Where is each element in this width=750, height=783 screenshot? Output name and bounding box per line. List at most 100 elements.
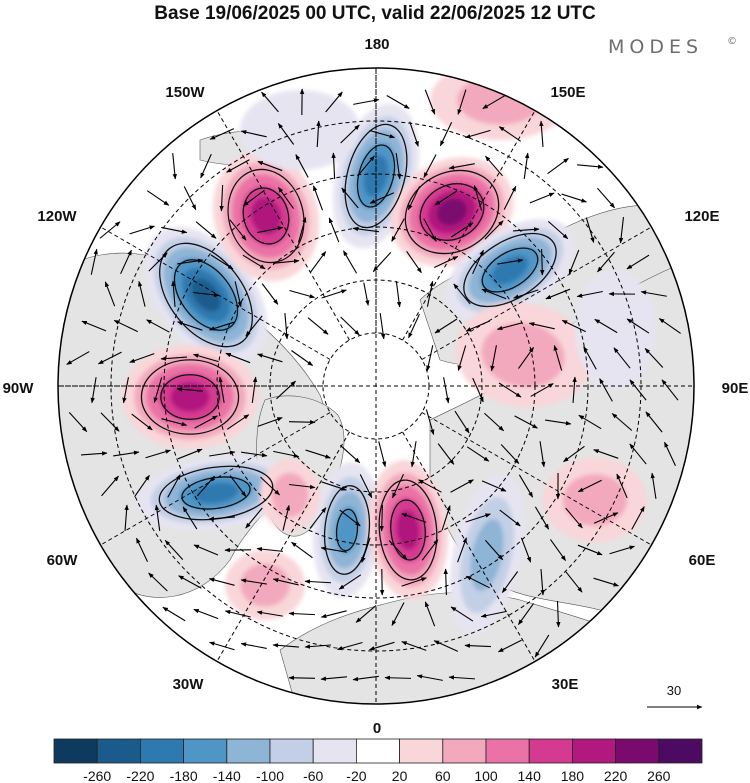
wind-vector xyxy=(401,577,427,587)
wind-vector xyxy=(482,94,506,110)
wind-vector xyxy=(339,509,361,527)
wind-vector xyxy=(162,606,186,622)
colorbar-box xyxy=(139,738,184,764)
wind-vector xyxy=(448,163,475,170)
wind-vector xyxy=(355,605,377,623)
wind-vector xyxy=(192,353,219,363)
anomaly-contour xyxy=(404,169,500,255)
meridian-line xyxy=(421,412,652,546)
colorbar-box xyxy=(658,738,703,764)
wind-vector xyxy=(304,579,332,584)
wind-vector xyxy=(226,414,250,430)
positive-anomaly xyxy=(240,563,290,607)
wind-vector xyxy=(391,218,405,242)
wind-vector xyxy=(434,318,458,334)
wind-vector xyxy=(433,640,459,652)
wind-vector xyxy=(401,513,427,523)
wind-vector xyxy=(465,320,491,332)
wind-vector xyxy=(316,120,321,148)
wind-vector xyxy=(545,419,572,426)
wind-vector xyxy=(320,610,347,619)
wind-vector xyxy=(234,281,242,308)
lon-label-0: 0 xyxy=(373,720,381,737)
wind-vector xyxy=(164,539,184,560)
wind-vector xyxy=(99,221,121,239)
wind-vector xyxy=(218,376,225,403)
wind-vector xyxy=(629,443,647,465)
colorbar-label: 220 xyxy=(604,768,628,783)
anomaly-contour xyxy=(242,187,290,245)
colorbar-box xyxy=(442,738,487,764)
wind-vector xyxy=(361,537,371,563)
wind-vector xyxy=(284,313,289,340)
wind-vector xyxy=(288,420,316,425)
wind-vector xyxy=(437,443,455,465)
wind-vector xyxy=(513,289,539,299)
wind-vector xyxy=(466,446,490,462)
wind-vector xyxy=(210,254,234,270)
wind-vector xyxy=(500,444,520,464)
wind-vector xyxy=(288,675,316,681)
meridian-line xyxy=(421,226,652,360)
wind-vector xyxy=(391,602,405,627)
wind-vector xyxy=(226,159,250,173)
wind-vector xyxy=(276,380,296,400)
anomaly-contour xyxy=(390,499,426,561)
wind-vector xyxy=(193,544,219,556)
wind-vector xyxy=(134,474,150,497)
wind-vector xyxy=(289,289,316,299)
wind-vector xyxy=(577,544,603,556)
wind-vector xyxy=(359,474,373,499)
wind-vector xyxy=(530,383,554,397)
wind-vector xyxy=(257,353,283,363)
wind-vector xyxy=(464,643,492,648)
wind-vector xyxy=(352,675,379,682)
colorbar-box xyxy=(528,738,573,764)
wind-vector xyxy=(457,537,467,563)
wind-vector xyxy=(549,539,567,562)
colorbar-label: -20 xyxy=(346,768,366,783)
wind-vector xyxy=(273,450,300,458)
anomaly-contour xyxy=(419,183,485,241)
wind-vector xyxy=(386,95,410,109)
wind-vector xyxy=(499,509,521,527)
meridian-line xyxy=(100,226,331,360)
wind-vector xyxy=(131,413,153,431)
wind-vector xyxy=(408,313,420,339)
colorbar-box xyxy=(269,738,314,764)
wind-vector xyxy=(593,512,619,524)
wind-vector xyxy=(160,356,188,361)
wind-vector xyxy=(664,441,676,467)
wind-vector xyxy=(282,504,291,531)
wind-vector xyxy=(379,504,384,532)
wind-vector xyxy=(177,258,204,265)
wind-vector xyxy=(518,346,534,369)
wind-vector xyxy=(561,193,587,203)
brand-logo: MODES xyxy=(608,36,703,58)
anomaly-contour xyxy=(356,144,396,208)
wind-vector xyxy=(272,578,299,586)
wind-vector xyxy=(340,316,360,336)
wind-vector xyxy=(307,317,329,335)
wind-vector xyxy=(328,217,340,243)
wind-vector xyxy=(443,568,448,596)
wind-vector xyxy=(379,313,386,340)
anomaly-contour xyxy=(159,242,253,348)
wind-vector xyxy=(497,258,524,265)
wind-vector xyxy=(426,345,434,372)
wind-vector xyxy=(277,123,295,145)
brand-mark: © xyxy=(727,36,737,47)
wind-vector xyxy=(325,91,343,113)
colorbar-label: -140 xyxy=(213,768,241,783)
wind-vector xyxy=(661,379,679,401)
wind-vector xyxy=(145,449,171,459)
meridian-line xyxy=(402,110,536,341)
lon-label-30e: 30E xyxy=(552,676,579,693)
wind-vector xyxy=(297,216,307,243)
wind-vector xyxy=(520,537,532,563)
wind-vector xyxy=(395,281,402,308)
wind-vector xyxy=(450,606,474,622)
wind-vector xyxy=(66,351,90,365)
wind-vector xyxy=(209,641,235,651)
wind-vector xyxy=(410,441,417,468)
